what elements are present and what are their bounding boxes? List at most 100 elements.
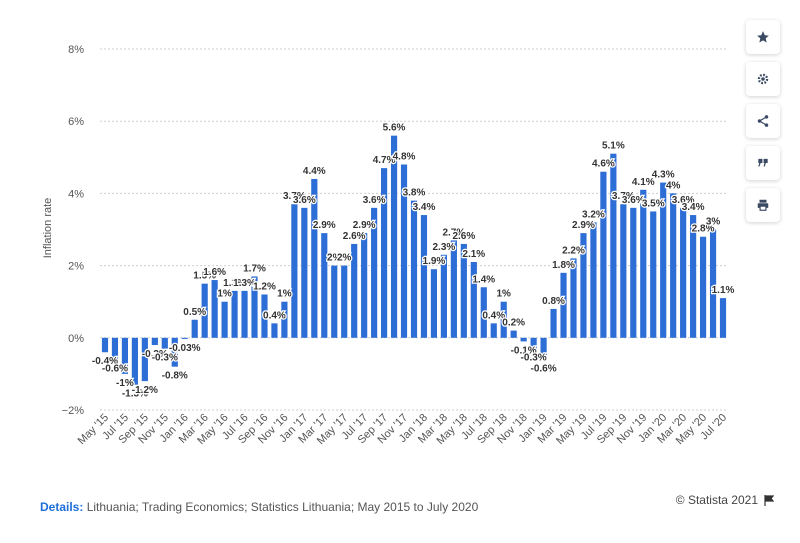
data-label: 4.8% bbox=[393, 152, 416, 163]
data-label: -1% bbox=[116, 378, 134, 389]
data-label: 3.2% bbox=[582, 209, 605, 220]
data-label: 3.5% bbox=[642, 198, 665, 209]
bar bbox=[530, 337, 537, 349]
y-tick-label: 8% bbox=[68, 44, 84, 56]
bar bbox=[151, 337, 158, 346]
data-label: 2.9% bbox=[572, 220, 595, 231]
data-label: 1.4% bbox=[472, 274, 495, 285]
bar bbox=[440, 254, 447, 338]
bar bbox=[690, 215, 697, 338]
data-label: 0.4% bbox=[263, 310, 286, 321]
print-button[interactable] bbox=[746, 188, 780, 222]
bar bbox=[460, 243, 467, 338]
data-label: 2.9% bbox=[353, 220, 376, 231]
data-label: 2% bbox=[337, 253, 352, 264]
data-label: 4.1% bbox=[632, 177, 655, 188]
gear-icon bbox=[757, 73, 769, 85]
bar bbox=[590, 222, 597, 338]
data-label: -0.2% bbox=[142, 349, 168, 360]
bar bbox=[121, 337, 129, 374]
data-label: -0.3% bbox=[521, 353, 547, 364]
y-axis-title: Inflation rate bbox=[42, 198, 54, 259]
bar bbox=[470, 261, 477, 338]
bar bbox=[560, 272, 567, 338]
bar bbox=[261, 294, 268, 338]
data-label: 2.6% bbox=[452, 231, 475, 242]
share-button[interactable] bbox=[746, 104, 780, 138]
bar bbox=[540, 337, 547, 360]
bar bbox=[201, 283, 208, 338]
data-label: 2.8% bbox=[692, 224, 715, 235]
favorite-button[interactable] bbox=[746, 20, 780, 54]
data-label: 0.8% bbox=[542, 296, 565, 307]
y-tick-label: 2% bbox=[68, 261, 84, 273]
y-tick-label: 4% bbox=[68, 188, 84, 200]
bar bbox=[351, 243, 358, 338]
bar bbox=[251, 276, 258, 338]
data-label: 3.7% bbox=[612, 191, 635, 202]
bar bbox=[311, 178, 318, 338]
data-label: 2.2% bbox=[562, 245, 585, 256]
bar bbox=[371, 207, 378, 338]
bars bbox=[101, 135, 727, 385]
data-labels: -0.4%-0.6%-1%-1.3%-1.2%-0.2%-0.3%-0.8%-0… bbox=[91, 121, 736, 401]
print-icon bbox=[757, 199, 769, 211]
quote-icon bbox=[758, 158, 768, 167]
bar bbox=[161, 337, 168, 349]
data-label: 0.4% bbox=[482, 310, 505, 321]
bar bbox=[191, 319, 198, 338]
data-label: 1.6% bbox=[203, 267, 226, 278]
bar bbox=[131, 337, 138, 385]
bar bbox=[570, 258, 577, 338]
bar bbox=[420, 215, 428, 338]
bar bbox=[181, 337, 188, 339]
data-label: 3.6% bbox=[293, 195, 316, 206]
data-label: 3% bbox=[706, 217, 721, 228]
data-label: 3.8% bbox=[403, 188, 426, 199]
bar bbox=[111, 337, 119, 360]
data-label: -0.4% bbox=[92, 356, 118, 367]
bar bbox=[390, 135, 398, 338]
data-label: 1% bbox=[496, 289, 511, 300]
cite-button[interactable] bbox=[746, 146, 780, 180]
bar bbox=[699, 236, 707, 338]
data-label: 1.7% bbox=[243, 263, 266, 274]
data-label: 1.2% bbox=[253, 281, 276, 292]
bar bbox=[630, 207, 637, 338]
bar bbox=[291, 204, 298, 338]
data-label: -0.6% bbox=[531, 363, 557, 374]
y-tick-label: −2% bbox=[62, 405, 85, 417]
data-label: 1% bbox=[217, 289, 232, 300]
data-label: -0.8% bbox=[162, 371, 188, 382]
data-label: 1.5% bbox=[193, 271, 216, 282]
bar bbox=[341, 265, 348, 338]
bar bbox=[101, 337, 109, 353]
y-axis-ticks: −2% 0% 2% 4% 6% 8% bbox=[62, 44, 85, 417]
data-label: 1.8% bbox=[552, 260, 575, 271]
data-label: 1.1% bbox=[712, 285, 735, 296]
bar bbox=[490, 323, 497, 338]
bar bbox=[450, 240, 457, 338]
footer-credit[interactable]: © Statista 2021 bbox=[676, 493, 774, 507]
bar bbox=[480, 287, 487, 338]
bar bbox=[410, 200, 418, 338]
bar bbox=[141, 337, 148, 382]
data-label: 0.2% bbox=[502, 318, 525, 329]
data-label: 3.6% bbox=[622, 195, 645, 206]
data-label: 2.9% bbox=[313, 220, 336, 231]
share-icon bbox=[757, 115, 769, 127]
data-label: -0.03% bbox=[169, 343, 201, 354]
data-label: -1.2% bbox=[132, 385, 158, 396]
data-label: 4.7% bbox=[373, 155, 396, 166]
bar bbox=[719, 298, 727, 338]
data-label: 4% bbox=[666, 180, 681, 191]
data-label: 4.4% bbox=[303, 166, 326, 177]
data-label: -0.3% bbox=[152, 353, 178, 364]
y-tick-label: 6% bbox=[68, 116, 84, 128]
bar bbox=[331, 265, 338, 338]
data-label: -0.6% bbox=[102, 363, 128, 374]
bar bbox=[430, 269, 438, 338]
settings-button[interactable] bbox=[746, 62, 780, 96]
bar bbox=[400, 164, 408, 338]
star-icon bbox=[757, 31, 769, 43]
